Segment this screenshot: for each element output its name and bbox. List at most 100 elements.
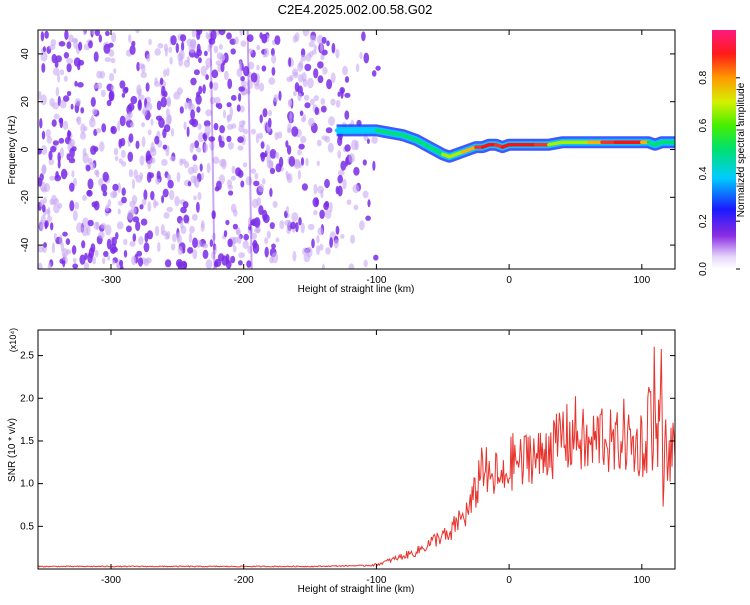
snr-y-label: SNR (10 * v/v)	[7, 418, 18, 482]
spectrogram-noise-blob	[238, 260, 243, 266]
spectrogram-noise-blob	[175, 42, 179, 54]
spectrogram-noise-blob	[297, 92, 302, 102]
spectrogram-noise-blob	[250, 168, 257, 174]
spectrogram-noise-blob	[214, 186, 220, 192]
spectrogram-noise-blob	[161, 195, 165, 204]
spectrogram-noise-blob	[59, 147, 64, 159]
spectrogram-noise-blob	[62, 231, 68, 237]
spectrogram-noise-blob	[59, 99, 67, 109]
spectrogram-noise-blob	[69, 147, 75, 159]
spectrogram-noise-blob	[82, 217, 89, 227]
spectrogram-noise-blob	[71, 37, 79, 44]
spectrogram-noise-blob	[93, 83, 99, 89]
spectrogram-noise-blob	[366, 138, 370, 144]
spectrogram-noise-blob	[271, 54, 277, 64]
spectrogram-noise-blob	[275, 151, 280, 159]
spectrogram-noise-blob	[321, 135, 328, 141]
spectrogram-noise-blob	[123, 238, 128, 246]
spectrogram-noise-blob	[70, 103, 74, 110]
spectrogram-noise-blob	[277, 131, 283, 139]
spectrogram-noise-blob	[108, 42, 114, 48]
spectrogram-noise-blob	[182, 201, 189, 209]
x-tick-label: 100	[633, 575, 650, 586]
spectrogram-noise-blob	[203, 143, 208, 153]
spectrogram-noise-blob	[359, 220, 365, 231]
spectrogram-noise-blob	[132, 216, 140, 223]
spectrogram-noise-blob	[42, 197, 47, 204]
spectrogram-noise-blob	[143, 242, 150, 253]
spectrogram-noise-blob	[227, 123, 233, 131]
spectrogram-noise-blob	[111, 32, 117, 43]
spectrogram-noise-blob	[46, 135, 52, 144]
spectrogram-noise-blob	[47, 215, 52, 223]
snr-x-label: Height of straight line (km)	[298, 584, 415, 595]
spectrogram-noise-blob	[120, 149, 126, 159]
spectrogram-noise-blob	[272, 200, 278, 208]
spectrogram-noise-blob	[135, 30, 140, 34]
spectrogram-noise-blob	[242, 240, 249, 249]
spectrogram-noise-blob	[90, 97, 96, 107]
spectrogram-noise-blob	[140, 71, 147, 79]
spectrogram-noise-blob	[286, 145, 292, 155]
y-tick-label: 0	[20, 146, 31, 152]
spectrogram-noise-blob	[106, 99, 112, 107]
spectrogram-noise-blob	[129, 45, 136, 55]
colorbar-tick-label: 0.4	[698, 166, 709, 180]
spectrogram-noise-blob	[108, 90, 115, 102]
spectrogram-noise-blob	[169, 189, 175, 201]
spectrogram-noise-blob	[197, 192, 202, 201]
spectrogram-noise-blob	[311, 49, 317, 55]
spectrogram-x-ticks: -300 -200 -100 0 100	[101, 30, 651, 286]
spectrogram-noise-blob	[72, 263, 79, 269]
snr-y-ticks: 2.5 2.0 1.5 1.0 0.5	[20, 351, 675, 532]
spectrogram-noise-blob	[91, 201, 98, 208]
spectrogram-noise-blob	[202, 84, 206, 94]
spectrogram-noise-blob	[62, 95, 70, 102]
spectrogram-noise-blob	[253, 180, 260, 187]
spectrogram-noise-blob	[200, 65, 207, 77]
spectrogram-noise-blob	[214, 258, 222, 267]
spectrogram-noise-blob	[87, 190, 92, 196]
spectrogram-noise-blob	[218, 30, 226, 36]
y-tick-label: 0.5	[20, 521, 34, 532]
spectrogram-noise-blob	[107, 199, 112, 208]
spectrogram-noise-blob	[240, 180, 245, 188]
spectrogram-noise-blob	[344, 144, 351, 152]
spectrogram-noise-blob	[271, 243, 276, 249]
spectrogram-noise-blob	[178, 58, 184, 67]
spectrogram-noise-blob	[317, 34, 324, 45]
spectrogram-noise-blob	[50, 222, 54, 231]
spectrogram-noise-blob	[205, 109, 213, 117]
spectrogram-noise-blob	[362, 190, 369, 199]
spectrogram-noise-blob	[69, 182, 75, 192]
spectrogram-noise-blob	[165, 149, 170, 157]
spectrogram-noise-blob	[231, 94, 237, 101]
spectrogram-noise-blob	[53, 232, 57, 241]
spectrogram-noise-blob	[231, 165, 236, 174]
spectrogram-noise-blob	[63, 52, 70, 59]
spectrogram-noise-blob	[260, 152, 267, 159]
spectrogram-noise-blob	[141, 136, 146, 148]
spectrogram-noise-blob	[325, 127, 333, 134]
spectrogram-noise-blob	[308, 41, 315, 48]
spectrogram-noise-blob	[76, 222, 83, 233]
spectrogram-noise-blob	[238, 60, 242, 72]
spectrogram-noise-blob	[57, 73, 61, 83]
spectrogram-noise-blob	[316, 139, 322, 147]
spectrogram-noise-blob	[198, 85, 203, 95]
spectrogram-noise-blob	[188, 44, 196, 53]
spectrogram-noise-blob	[53, 113, 60, 120]
spectrogram-noise-blob	[47, 262, 52, 269]
spectrogram-noise-blob	[172, 233, 177, 243]
spectrogram-noise-blob	[319, 209, 325, 219]
spectrogram-noise-blob	[241, 120, 246, 126]
spectrogram-ridge-segment	[374, 128, 392, 135]
spectrogram-noise-blob	[42, 46, 47, 53]
spectrogram-noise-blob	[196, 201, 200, 213]
spectrogram-noise-blob	[98, 178, 104, 187]
spectrogram-noise-blob	[180, 34, 187, 42]
spectrogram-noise-blob	[232, 245, 237, 253]
spectrogram-noise-blob	[268, 109, 272, 117]
spectrogram-noise-blob	[58, 117, 64, 124]
spectrogram-noise-blob	[135, 140, 140, 149]
